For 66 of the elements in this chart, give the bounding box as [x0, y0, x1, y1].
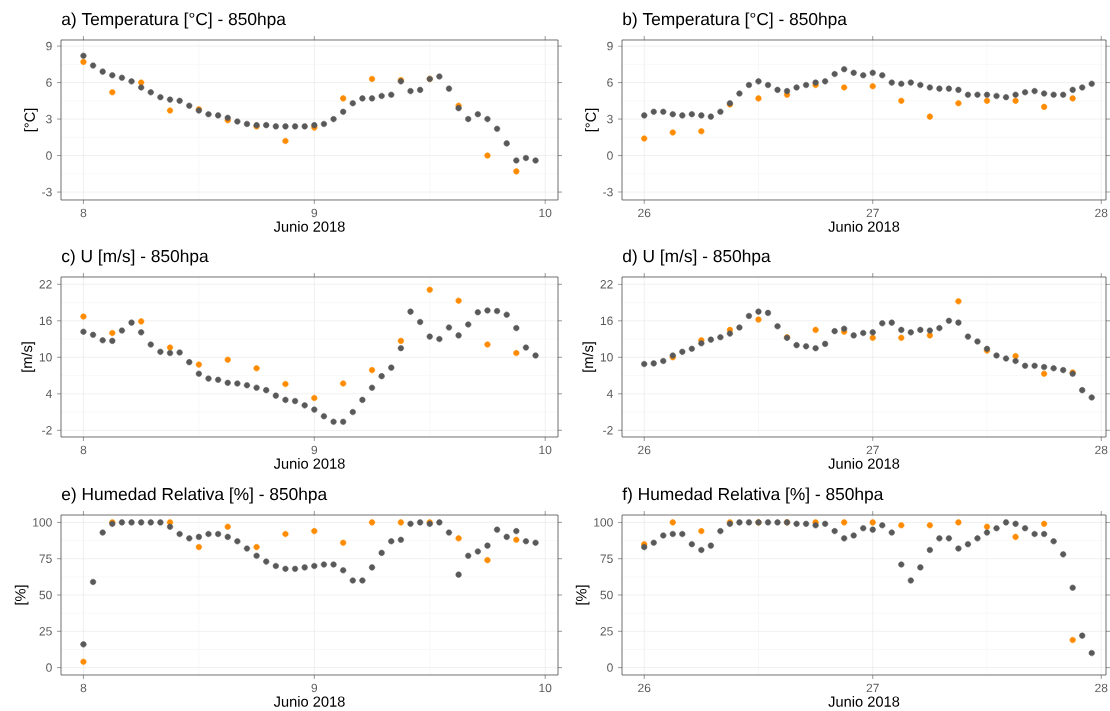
chart-title: f) Humedad Relativa [%] - 850hpa [622, 487, 884, 504]
chart-title: b) Temperatura [°C] - 850hpa [623, 12, 847, 29]
x-axis-title: Junio 2018 [273, 221, 345, 232]
y-axis-title: [°C] [24, 108, 38, 132]
y-tick-label: 25 [600, 627, 613, 636]
y-tick-label: 50 [600, 590, 613, 600]
y-tick-label: 0 [46, 663, 52, 672]
x-tick-label: 10 [539, 683, 552, 693]
x-tick-label: 9 [311, 445, 318, 455]
y-tick-label: 9 [46, 41, 52, 51]
x-tick-label: 10 [539, 208, 552, 218]
x-tick-label: 9 [311, 683, 318, 693]
chart-title: c) U [m/s] - 850hpa [62, 249, 209, 266]
chart-title: a) Temperatura [°C] - 850hpa [62, 12, 286, 29]
x-tick-label: 26 [638, 208, 651, 218]
y-tick-label: 16 [600, 316, 613, 326]
y-tick-label: 10 [600, 353, 613, 362]
x-tick-label: 26 [638, 445, 651, 455]
y-tick-label: 75 [600, 554, 613, 563]
x-tick-label: 8 [80, 445, 87, 455]
x-axis-title: Junio 2018 [828, 221, 900, 232]
y-tick-label: 22 [39, 280, 52, 289]
y-tick-label: -2 [603, 426, 613, 435]
y-tick-label: 6 [46, 78, 52, 87]
y-tick-label: 0 [607, 663, 613, 672]
chart-title: e) Humedad Relativa [%] - 850hpa [62, 487, 328, 504]
x-tick-label: 10 [539, 445, 552, 455]
y-tick-label: 16 [39, 316, 52, 326]
x-tick-label: 28 [1095, 208, 1108, 218]
y-axis-title: [m/s] [21, 342, 36, 372]
y-tick-label: 25 [39, 627, 52, 636]
y-tick-label: 22 [600, 280, 613, 289]
y-tick-label: -2 [42, 426, 52, 435]
y-tick-label: 50 [39, 590, 52, 600]
y-tick-label: 75 [39, 554, 52, 563]
y-tick-label: 4 [606, 389, 613, 398]
x-tick-label: 8 [80, 208, 87, 218]
y-tick-label: 0 [46, 151, 52, 160]
x-tick-label: 28 [1095, 445, 1108, 455]
x-axis-title: Junio 2018 [273, 458, 345, 469]
x-tick-label: 28 [1095, 683, 1108, 693]
x-tick-label: 8 [80, 683, 87, 693]
x-tick-label: 9 [311, 208, 318, 218]
x-tick-label: 27 [866, 445, 879, 455]
y-tick-label: 0 [607, 151, 613, 160]
y-tick-label: 10 [39, 353, 52, 362]
y-axis-title: [m/s] [582, 342, 597, 372]
y-tick-label: 100 [594, 518, 613, 527]
chart-title: d) U [m/s] - 850hpa [623, 249, 771, 266]
y-tick-label: 9 [607, 41, 613, 51]
x-axis-title: Junio 2018 [828, 458, 900, 469]
y-tick-label: 3 [46, 114, 52, 124]
x-axis-title: Junio 2018 [273, 696, 345, 707]
y-tick-label: 100 [33, 518, 52, 527]
x-tick-label: 27 [866, 683, 879, 693]
y-tick-label: -3 [42, 187, 52, 197]
y-axis-title: [%] [575, 585, 590, 605]
y-tick-label: 3 [607, 114, 613, 124]
y-tick-label: -3 [603, 187, 613, 197]
y-tick-label: 6 [607, 78, 613, 87]
y-axis-title: [%] [14, 585, 29, 605]
x-tick-label: 27 [866, 208, 879, 218]
y-axis-title: [°C] [585, 108, 599, 132]
x-axis-title: Junio 2018 [828, 696, 900, 707]
y-tick-label: 4 [45, 389, 52, 398]
x-tick-label: 26 [638, 683, 651, 693]
